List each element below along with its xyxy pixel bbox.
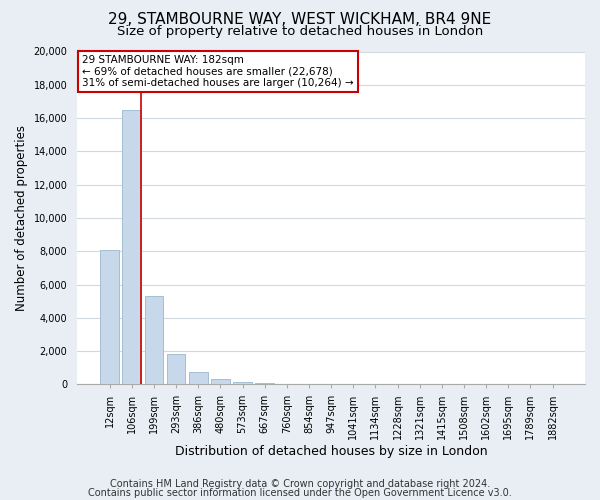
Bar: [100, 250, 119, 384]
Text: Size of property relative to detached houses in London: Size of property relative to detached ho…: [117, 25, 483, 38]
Text: Contains HM Land Registry data © Crown copyright and database right 2024.: Contains HM Land Registry data © Crown c…: [110, 479, 490, 489]
Bar: [233, 382, 252, 384]
Bar: [255, 383, 274, 384]
Y-axis label: Number of detached properties: Number of detached properties: [15, 125, 28, 311]
Bar: [145, 296, 163, 384]
Text: Contains public sector information licensed under the Open Government Licence v3: Contains public sector information licen…: [88, 488, 512, 498]
Text: 29 STAMBOURNE WAY: 182sqm
← 69% of detached houses are smaller (22,678)
31% of s: 29 STAMBOURNE WAY: 182sqm ← 69% of detac…: [82, 55, 354, 88]
Bar: [122, 110, 141, 384]
Bar: [189, 372, 208, 384]
Bar: [211, 380, 230, 384]
Bar: [167, 354, 185, 384]
X-axis label: Distribution of detached houses by size in London: Distribution of detached houses by size …: [175, 444, 487, 458]
Text: 29, STAMBOURNE WAY, WEST WICKHAM, BR4 9NE: 29, STAMBOURNE WAY, WEST WICKHAM, BR4 9N…: [109, 12, 491, 28]
